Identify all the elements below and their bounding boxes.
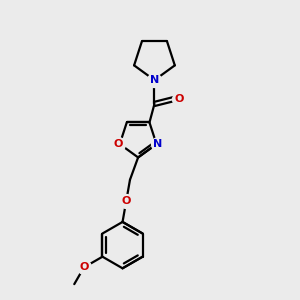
Text: N: N	[153, 139, 163, 149]
Text: O: O	[175, 94, 184, 103]
Text: O: O	[79, 262, 88, 272]
Text: N: N	[150, 75, 159, 85]
Text: O: O	[122, 196, 131, 206]
Text: O: O	[114, 139, 123, 149]
